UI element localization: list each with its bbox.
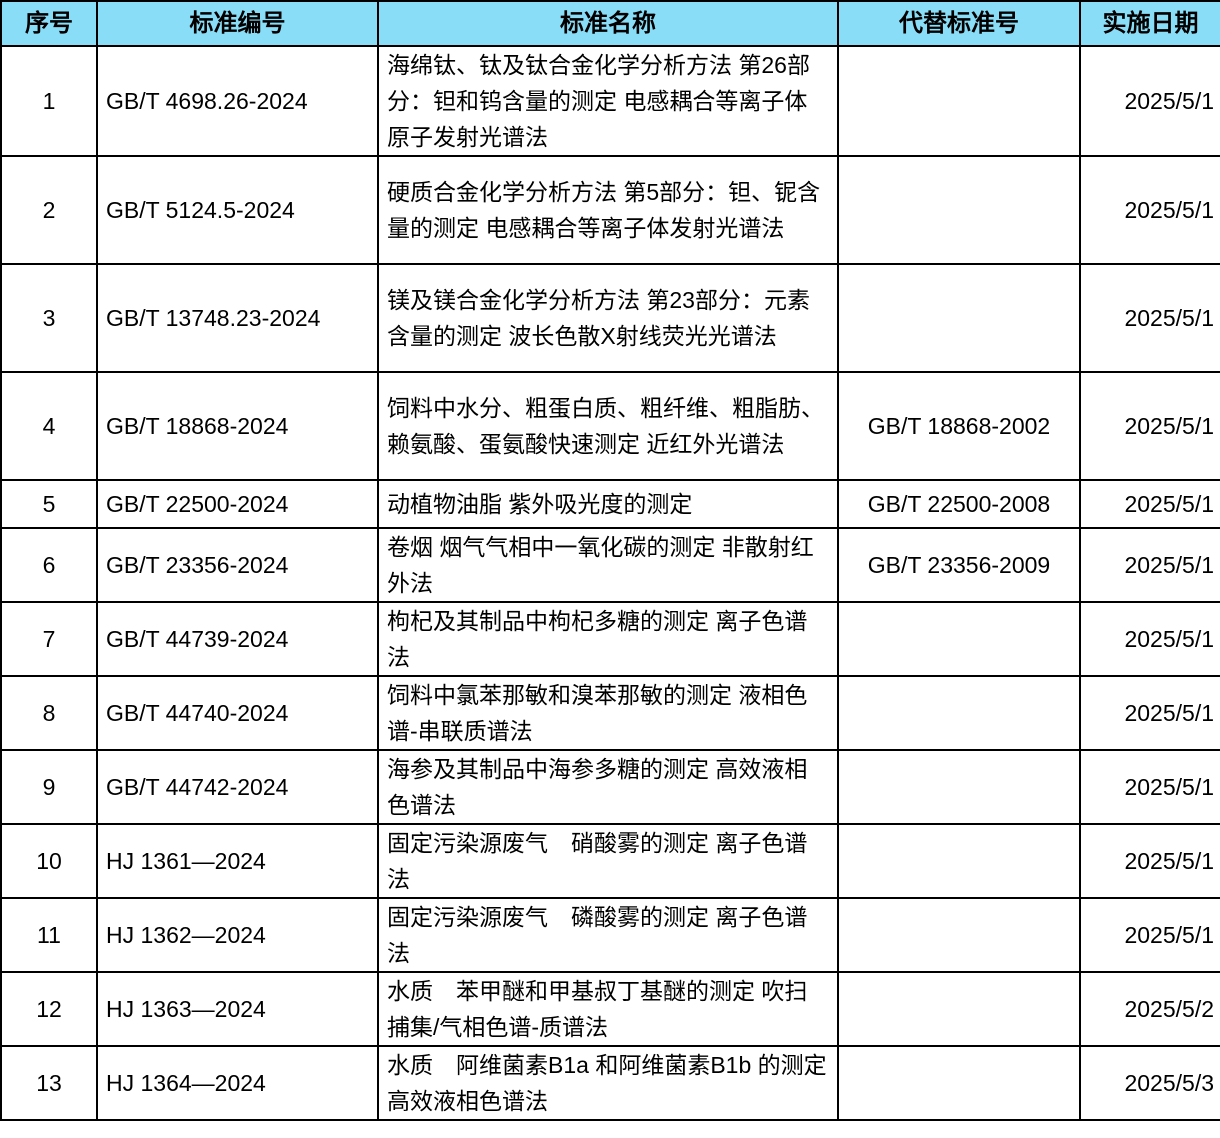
table-row: 3 GB/T 13748.23-2024 镁及镁合金化学分析方法 第23部分：元素含…: [0, 263, 1220, 373]
replaced-standard: [837, 749, 1081, 825]
standard-code: HJ 1364—2024: [96, 1045, 379, 1121]
standard-name: 饲料中氯苯那敏和溴苯那敏的测定 液相色谱-串联质谱法: [377, 675, 839, 751]
replaced-standard: [837, 263, 1081, 373]
standard-code: GB/T 18868-2024: [96, 371, 379, 481]
table-row: 4 GB/T 18868-2024 饲料中水分、粗蛋白质、粗纤维、粗脂肪、赖氨酸、蛋…: [0, 371, 1220, 481]
row-number: 7: [0, 601, 98, 677]
table-row: 13 HJ 1364—2024 水质 阿维菌素B1a 和阿维菌素B1b 的测定 高效…: [0, 1045, 1220, 1121]
replaced-standard: [837, 45, 1081, 157]
table-row: 1 GB/T 4698.26-2024 海绵钛、钛及钛合金化学分析方法 第26部分：…: [0, 45, 1220, 157]
replaced-standard: [837, 823, 1081, 899]
effective-date: 2025/5/1: [1079, 479, 1220, 529]
standard-name: 水质 苯甲醚和甲基叔丁基醚的测定 吹扫捕集/气相色谱-质谱法: [377, 971, 839, 1047]
table-row: 12 HJ 1363—2024 水质 苯甲醚和甲基叔丁基醚的测定 吹扫捕集/气相色谱…: [0, 971, 1220, 1047]
standard-code: HJ 1361—2024: [96, 823, 379, 899]
standard-code: GB/T 23356-2024: [96, 527, 379, 603]
standard-name: 镁及镁合金化学分析方法 第23部分：元素含量的测定 波长色散X射线荧光光谱法: [377, 263, 839, 373]
table-row: 7 GB/T 44739-2024 枸杞及其制品中枸杞多糖的测定 离子色谱法 2025…: [0, 601, 1220, 677]
row-number: 10: [0, 823, 98, 899]
header-name: 标准名称: [377, 0, 839, 47]
row-number: 5: [0, 479, 98, 529]
table-row: 2 GB/T 5124.5-2024 硬质合金化学分析方法 第5部分：钽、铌含量的测…: [0, 155, 1220, 265]
effective-date: 2025/5/2: [1079, 971, 1220, 1047]
replaced-standard: [837, 897, 1081, 973]
standard-code: GB/T 44739-2024: [96, 601, 379, 677]
replaced-standard: GB/T 23356-2009: [837, 527, 1081, 603]
effective-date: 2025/5/3: [1079, 1045, 1220, 1121]
standard-name: 硬质合金化学分析方法 第5部分：钽、铌含量的测定 电感耦合等离子体发射光谱法: [377, 155, 839, 265]
standard-code: GB/T 22500-2024: [96, 479, 379, 529]
table-row: 11 HJ 1362—2024 固定污染源废气 磷酸雾的测定 离子色谱法 2025/5…: [0, 897, 1220, 973]
header-no: 序号: [0, 0, 98, 47]
replaced-standard: [837, 601, 1081, 677]
standard-name: 卷烟 烟气气相中一氧化碳的测定 非散射红外法: [377, 527, 839, 603]
replaced-standard: [837, 675, 1081, 751]
standard-name: 海绵钛、钛及钛合金化学分析方法 第26部分：钽和钨含量的测定 电感耦合等离子体原…: [377, 45, 839, 157]
effective-date: 2025/5/1: [1079, 263, 1220, 373]
standard-name: 饲料中水分、粗蛋白质、粗纤维、粗脂肪、赖氨酸、蛋氨酸快速测定 近红外光谱法: [377, 371, 839, 481]
standard-code: GB/T 4698.26-2024: [96, 45, 379, 157]
standard-name: 固定污染源废气 硝酸雾的测定 离子色谱法: [377, 823, 839, 899]
table-body: 1 GB/T 4698.26-2024 海绵钛、钛及钛合金化学分析方法 第26部分：…: [0, 45, 1220, 1121]
standard-code: GB/T 13748.23-2024: [96, 263, 379, 373]
row-number: 2: [0, 155, 98, 265]
table-row: 6 GB/T 23356-2024 卷烟 烟气气相中一氧化碳的测定 非散射红外法 GB…: [0, 527, 1220, 603]
table-row: 8 GB/T 44740-2024 饲料中氯苯那敏和溴苯那敏的测定 液相色谱-串联质…: [0, 675, 1220, 751]
header-date: 实施日期: [1079, 0, 1220, 47]
effective-date: 2025/5/1: [1079, 749, 1220, 825]
row-number: 8: [0, 675, 98, 751]
row-number: 12: [0, 971, 98, 1047]
standard-name: 固定污染源废气 磷酸雾的测定 离子色谱法: [377, 897, 839, 973]
row-number: 11: [0, 897, 98, 973]
standard-code: GB/T 44742-2024: [96, 749, 379, 825]
effective-date: 2025/5/1: [1079, 371, 1220, 481]
row-number: 3: [0, 263, 98, 373]
replaced-standard: [837, 155, 1081, 265]
row-number: 4: [0, 371, 98, 481]
table-row: 9 GB/T 44742-2024 海参及其制品中海参多糖的测定 高效液相色谱法 20…: [0, 749, 1220, 825]
standard-name: 枸杞及其制品中枸杞多糖的测定 离子色谱法: [377, 601, 839, 677]
standard-code: GB/T 5124.5-2024: [96, 155, 379, 265]
standard-name: 动植物油脂 紫外吸光度的测定: [377, 479, 839, 529]
header-row: 序号 标准编号 标准名称 代替标准号 实施日期: [0, 0, 1220, 47]
table-row: 5 GB/T 22500-2024 动植物油脂 紫外吸光度的测定 GB/T 22500…: [0, 479, 1220, 529]
row-number: 13: [0, 1045, 98, 1121]
standard-code: HJ 1362—2024: [96, 897, 379, 973]
effective-date: 2025/5/1: [1079, 45, 1220, 157]
effective-date: 2025/5/1: [1079, 601, 1220, 677]
effective-date: 2025/5/1: [1079, 823, 1220, 899]
header-replaces: 代替标准号: [837, 0, 1081, 47]
standard-name: 海参及其制品中海参多糖的测定 高效液相色谱法: [377, 749, 839, 825]
replaced-standard: [837, 1045, 1081, 1121]
effective-date: 2025/5/1: [1079, 897, 1220, 973]
replaced-standard: GB/T 22500-2008: [837, 479, 1081, 529]
row-number: 6: [0, 527, 98, 603]
standard-code: GB/T 44740-2024: [96, 675, 379, 751]
effective-date: 2025/5/1: [1079, 675, 1220, 751]
table-row: 10 HJ 1361—2024 固定污染源废气 硝酸雾的测定 离子色谱法 2025/5…: [0, 823, 1220, 899]
replaced-standard: GB/T 18868-2002: [837, 371, 1081, 481]
row-number: 9: [0, 749, 98, 825]
row-number: 1: [0, 45, 98, 157]
effective-date: 2025/5/1: [1079, 155, 1220, 265]
effective-date: 2025/5/1: [1079, 527, 1220, 603]
standard-name: 水质 阿维菌素B1a 和阿维菌素B1b 的测定 高效液相色谱法: [377, 1045, 839, 1121]
replaced-standard: [837, 971, 1081, 1047]
standard-code: HJ 1363—2024: [96, 971, 379, 1047]
header-code: 标准编号: [96, 0, 379, 47]
